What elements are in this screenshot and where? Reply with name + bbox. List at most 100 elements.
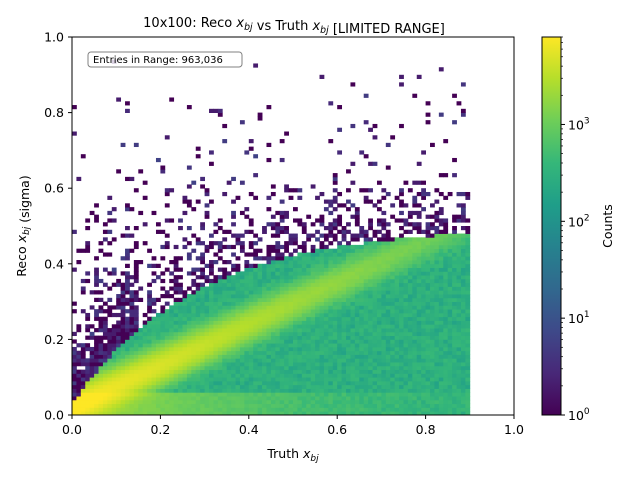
heatmap-cell xyxy=(412,263,418,268)
heatmap-cell xyxy=(354,305,360,310)
heatmap-cell xyxy=(376,365,382,371)
heatmap-cell xyxy=(412,244,418,250)
heatmap-cell xyxy=(133,316,139,321)
heatmap-cell xyxy=(213,331,219,337)
heatmap-cell xyxy=(376,373,382,378)
heatmap-cell xyxy=(222,305,228,310)
heatmap-cell xyxy=(332,176,338,182)
heatmap-cell xyxy=(244,392,250,397)
heatmap-cell xyxy=(288,335,294,340)
heatmap-cell xyxy=(376,241,382,246)
heatmap-cell xyxy=(279,399,285,405)
heatmap-cell xyxy=(107,305,113,310)
heatmap-cell xyxy=(390,203,396,208)
heatmap-cell xyxy=(257,362,263,367)
heatmap-cell xyxy=(248,396,254,401)
heatmap-cell xyxy=(443,301,449,306)
heatmap-cell xyxy=(239,278,245,284)
heatmap-cell xyxy=(253,316,259,321)
heatmap-cell xyxy=(346,396,351,401)
heatmap-cell xyxy=(465,260,471,265)
heatmap-cell xyxy=(328,350,334,355)
heatmap-cell xyxy=(266,343,272,348)
heatmap-cell xyxy=(186,346,192,352)
heatmap-cell xyxy=(372,309,378,314)
heatmap-cell xyxy=(394,350,400,355)
heatmap-cell xyxy=(332,297,338,302)
heatmap-cell xyxy=(315,305,320,310)
heatmap-cell xyxy=(111,218,117,223)
heatmap-cell xyxy=(116,328,122,333)
heatmap-cell xyxy=(147,399,152,405)
heatmap-cell xyxy=(319,346,325,352)
heatmap-cell xyxy=(125,226,130,231)
heatmap-cell xyxy=(430,373,435,378)
heatmap-cell xyxy=(350,290,356,295)
heatmap-cell xyxy=(279,369,285,374)
heatmap-cell xyxy=(460,301,466,306)
heatmap-cell xyxy=(430,380,435,386)
heatmap-cell xyxy=(399,252,404,257)
heatmap-cell xyxy=(438,241,444,246)
heatmap-cell xyxy=(248,218,254,223)
heatmap-cell xyxy=(438,191,444,197)
heatmap-cell xyxy=(425,339,431,344)
heatmap-cell xyxy=(164,350,170,355)
heatmap-cell xyxy=(460,373,466,378)
heatmap-cell xyxy=(425,229,431,234)
heatmap-cell xyxy=(102,237,108,242)
heatmap-cell xyxy=(235,396,241,401)
heatmap-cell xyxy=(120,301,126,306)
heatmap-cell xyxy=(430,203,435,208)
heatmap-cell xyxy=(195,403,201,408)
heatmap-cell xyxy=(412,199,418,204)
heatmap-cell xyxy=(328,392,334,397)
heatmap-cell xyxy=(394,312,400,318)
heatmap-cell xyxy=(169,369,175,374)
heatmap-cell xyxy=(253,63,259,68)
heatmap-cell xyxy=(191,373,197,378)
heatmap-cell xyxy=(452,343,457,348)
heatmap-cell xyxy=(173,392,179,397)
heatmap-cell xyxy=(217,365,223,371)
heatmap-cell xyxy=(253,392,259,397)
heatmap-cell xyxy=(376,260,382,265)
heatmap-cell xyxy=(399,188,404,193)
heatmap-cell xyxy=(293,297,298,302)
heatmap-cell xyxy=(204,373,210,378)
heatmap-cell xyxy=(133,380,139,386)
heatmap-cell xyxy=(385,305,391,310)
heatmap-cell xyxy=(226,316,232,321)
heatmap-cell xyxy=(231,392,236,397)
heatmap-cell xyxy=(328,309,334,314)
heatmap-cell xyxy=(266,324,272,329)
heatmap-cell xyxy=(182,384,188,389)
heatmap-cell xyxy=(452,320,457,325)
heatmap-cell xyxy=(310,362,316,367)
heatmap-cell xyxy=(368,312,373,318)
heatmap-cell xyxy=(231,267,236,272)
heatmap-cell xyxy=(89,411,95,416)
heatmap-cell xyxy=(270,256,276,261)
heatmap-cell xyxy=(209,150,214,155)
heatmap-cell xyxy=(306,346,312,352)
heatmap-cell xyxy=(155,339,161,344)
heatmap-cell xyxy=(209,373,214,378)
heatmap-cell xyxy=(372,331,378,337)
heatmap-cell xyxy=(430,294,435,299)
heatmap-cell xyxy=(403,248,409,253)
heatmap-cell xyxy=(438,173,444,178)
heatmap-cell xyxy=(120,316,126,321)
heatmap-cell xyxy=(332,373,338,378)
heatmap-cell xyxy=(147,411,152,416)
heatmap-cell xyxy=(438,350,444,355)
heatmap-cell xyxy=(315,218,320,223)
heatmap-cell xyxy=(328,286,334,291)
heatmap-cell xyxy=(284,384,289,389)
heatmap-cell xyxy=(253,271,259,276)
heatmap-cell xyxy=(403,380,409,386)
heatmap-cell xyxy=(385,388,391,393)
heatmap-cell xyxy=(346,350,351,355)
heatmap-cell xyxy=(399,233,404,238)
heatmap-cell xyxy=(209,339,214,344)
